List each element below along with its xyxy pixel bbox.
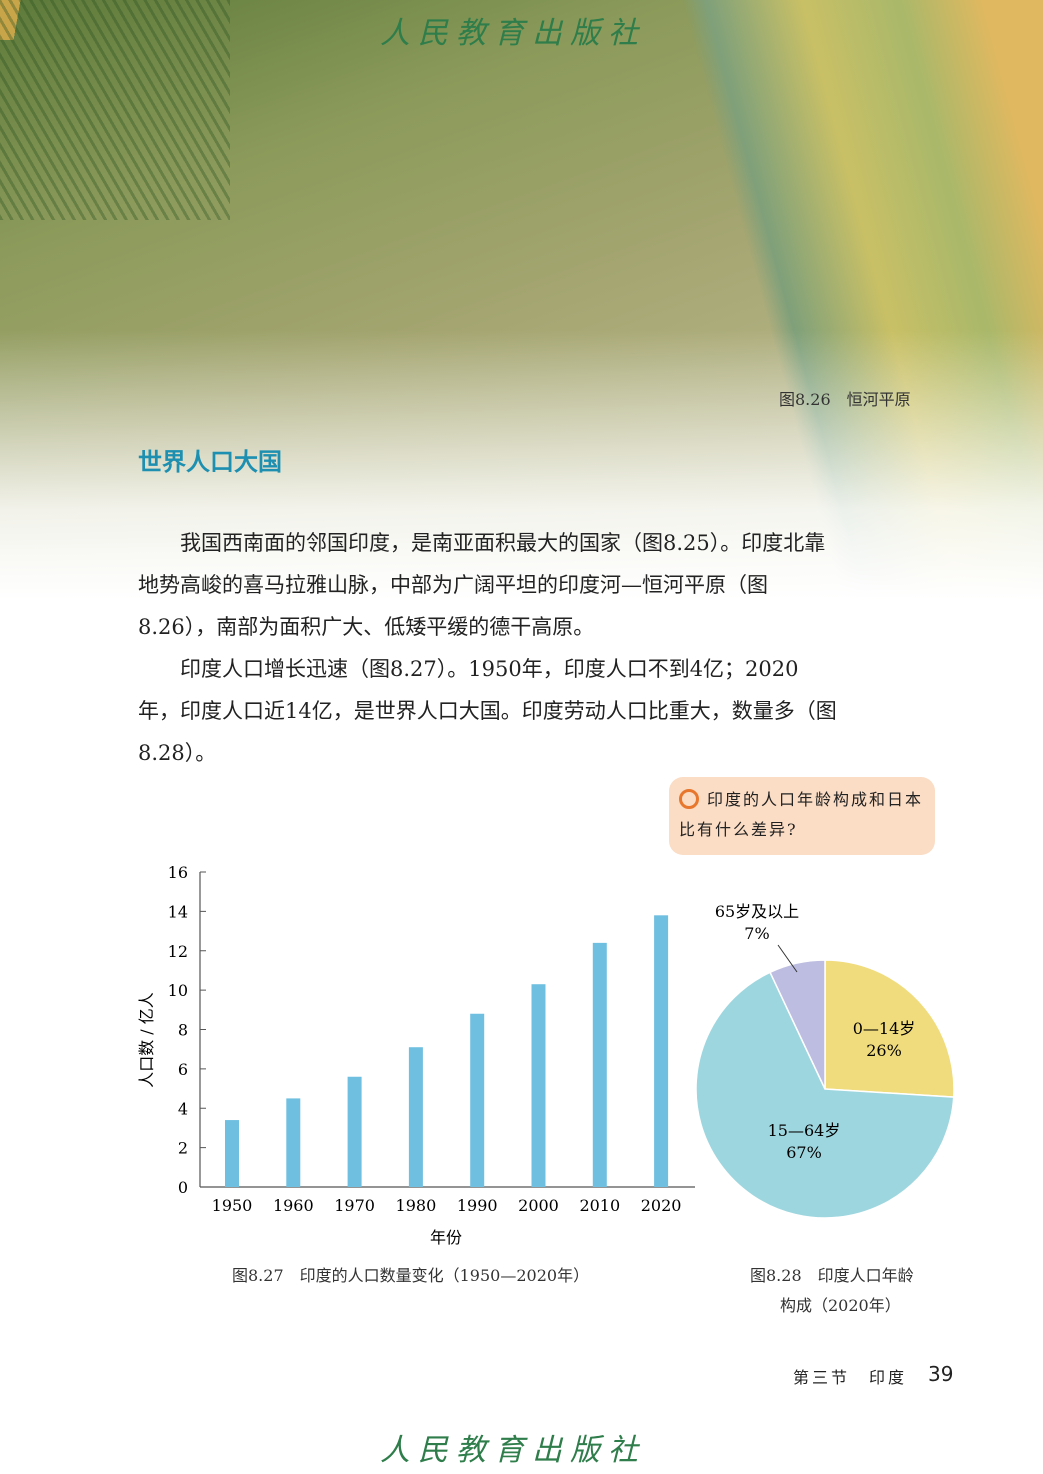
pie-chart-caption-line2: 构成（2020年） <box>780 1296 901 1315</box>
bar-1950 <box>225 1120 239 1187</box>
y-tick-label: 10 <box>168 981 188 1000</box>
body-paragraph-1: 我国西南面的邻国印度，是南亚面积最大的国家（图8.25）。印度北靠地势高峻的喜马… <box>138 531 826 639</box>
y-tick-label: 4 <box>178 1099 188 1118</box>
y-tick-label: 8 <box>178 1021 188 1040</box>
bar-2010 <box>592 942 607 1187</box>
pie-slice-percent: 67% <box>786 1143 822 1162</box>
footer-section-label: 第三节 印度 <box>793 1368 908 1387</box>
pie-slice-percent: 26% <box>866 1041 902 1060</box>
x-tick-label: 1990 <box>457 1196 498 1215</box>
y-tick-label: 0 <box>178 1178 188 1197</box>
publisher-logo-bottom: 人民教育出版社 <box>380 1433 646 1468</box>
bar-2020 <box>654 915 669 1187</box>
pie-leader-line <box>777 944 798 973</box>
y-tick-label: 2 <box>178 1139 188 1158</box>
pie-chart-caption-line1: 图8.28 印度人口年龄 <box>750 1266 914 1285</box>
think-bubble-text: 印度的人口年龄构成和日本比有什么差异? <box>679 790 924 839</box>
publisher-logo-top: 人民教育出版社 <box>380 16 646 51</box>
y-axis-label: 人口数 / 亿人 <box>137 992 156 1088</box>
think-bubble: 印度的人口年龄构成和日本比有什么差异? <box>669 777 935 855</box>
bar-1960 <box>286 1098 301 1187</box>
photo-caption: 图8.26 恒河平原 <box>779 390 911 409</box>
x-tick-label: 2020 <box>641 1196 682 1215</box>
x-axis-label: 年份 <box>430 1228 462 1247</box>
pie-slice <box>824 959 955 1098</box>
pie-slice <box>769 959 826 1090</box>
lightbulb-icon <box>679 789 699 809</box>
body-paragraph-2: 印度人口增长迅速（图8.27）。1950年，印度人口不到4亿；2020年，印度人… <box>138 657 837 765</box>
pie-slice-label: 0—14岁 <box>853 1019 916 1038</box>
y-tick-label: 12 <box>168 942 188 961</box>
bar-1970 <box>347 1076 362 1187</box>
x-tick-label: 2010 <box>579 1196 620 1215</box>
y-tick-label: 14 <box>168 902 188 921</box>
y-tick-label: 6 <box>178 1060 188 1079</box>
ganges-plain-photo <box>0 0 1043 600</box>
bar-1990 <box>470 1013 485 1187</box>
bar-2000 <box>531 984 546 1187</box>
x-tick-label: 1970 <box>334 1196 375 1215</box>
x-tick-label: 1980 <box>396 1196 437 1215</box>
page-number: 39 <box>928 1362 954 1386</box>
pie-slice-label: 15—64岁 <box>768 1121 841 1140</box>
x-tick-label: 2000 <box>518 1196 559 1215</box>
pie-slice <box>695 971 955 1219</box>
pie-slice-label: 65岁及以上 <box>715 902 799 921</box>
y-tick-label: 16 <box>168 863 188 882</box>
x-tick-label: 1960 <box>273 1196 314 1215</box>
bar-1980 <box>408 1047 423 1187</box>
bar-chart-caption: 图8.27 印度的人口数量变化（1950—2020年） <box>232 1266 590 1285</box>
pie-slice-percent: 7% <box>744 924 769 943</box>
section-title: 世界人口大国 <box>138 448 282 476</box>
x-tick-label: 1950 <box>212 1196 253 1215</box>
